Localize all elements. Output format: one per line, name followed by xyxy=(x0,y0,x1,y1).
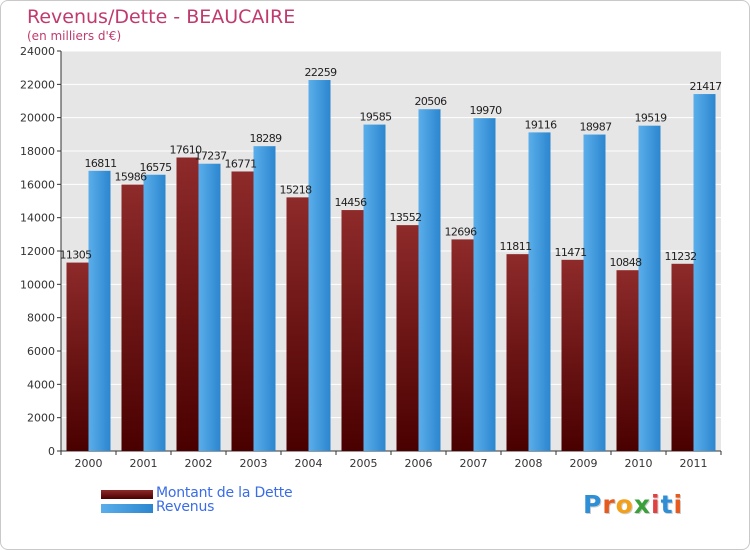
bar-dette xyxy=(66,262,89,451)
data-label-revenus: 16575 xyxy=(140,161,173,174)
brand-logo-letter: i xyxy=(673,490,684,519)
brand-logo-letter: P xyxy=(583,490,603,519)
x-tick-label: 2007 xyxy=(460,457,488,470)
data-label-dette: 11471 xyxy=(555,246,587,259)
x-tick-label: 2008 xyxy=(515,457,543,470)
brand-logo-letter: x xyxy=(633,490,651,519)
brand-logo-letter: i xyxy=(651,490,661,519)
data-label-dette: 11811 xyxy=(500,240,532,253)
x-tick-label: 2001 xyxy=(130,457,158,470)
bar-dette xyxy=(396,225,419,451)
bar-dette xyxy=(616,270,639,451)
data-label-dette: 15218 xyxy=(280,183,313,196)
bar-revenus xyxy=(693,94,716,452)
data-label-dette: 11305 xyxy=(60,249,93,262)
bar-dette xyxy=(121,184,144,452)
y-tick-label: 22000 xyxy=(20,78,55,91)
y-tick-label: 10000 xyxy=(20,278,55,291)
data-label-dette: 14456 xyxy=(335,196,368,209)
y-tick-label: 8000 xyxy=(27,312,55,325)
y-tick-label: 20000 xyxy=(20,112,55,125)
chart-title: Revenus/Dette - BEAUCAIRE xyxy=(27,6,296,28)
x-tick-label: 2003 xyxy=(240,457,268,470)
y-tick-label: 2000 xyxy=(27,412,55,425)
brand-logo-letter: o xyxy=(615,490,634,519)
brand-logo: Proxiti xyxy=(583,490,683,519)
bar-dette xyxy=(176,157,199,451)
bar-revenus xyxy=(473,118,496,452)
data-label-dette: 13552 xyxy=(390,211,422,224)
data-label-revenus: 19116 xyxy=(525,118,558,131)
data-label-revenus: 18987 xyxy=(580,121,613,134)
y-tick-label: 18000 xyxy=(20,145,55,158)
bar-revenus xyxy=(143,174,166,451)
legend-label-revenus: Revenus xyxy=(156,499,215,515)
data-label-revenus: 17237 xyxy=(195,150,228,163)
bar-revenus xyxy=(88,170,111,452)
y-tick-label: 12000 xyxy=(20,245,55,258)
y-tick-label: 0 xyxy=(48,445,55,458)
data-label-dette: 17610 xyxy=(170,144,203,157)
chart-subtitle: (en milliers d'€) xyxy=(27,29,122,43)
bar-revenus xyxy=(253,146,276,451)
bar-revenus xyxy=(363,124,386,451)
bar-revenus xyxy=(308,80,331,452)
y-tick-label: 24000 xyxy=(20,45,55,58)
bar-revenus xyxy=(418,109,441,451)
data-label-revenus: 21417 xyxy=(690,80,723,93)
x-tick-label: 2005 xyxy=(350,457,378,470)
data-label-revenus: 19970 xyxy=(470,104,503,117)
x-tick-label: 2010 xyxy=(625,457,653,470)
bar-revenus xyxy=(198,163,221,451)
data-label-revenus: 16811 xyxy=(85,157,117,170)
x-tick-label: 2004 xyxy=(295,457,323,470)
bar-dette xyxy=(506,254,529,451)
legend-swatch-dette xyxy=(101,490,153,499)
bar-revenus xyxy=(638,125,661,451)
x-tick-label: 2011 xyxy=(680,457,708,470)
bar-dette xyxy=(286,197,309,451)
legend-swatch-revenus xyxy=(101,504,153,513)
y-tick-label: 4000 xyxy=(27,378,55,391)
data-label-revenus: 19519 xyxy=(635,112,668,125)
brand-logo-letter: t xyxy=(660,490,674,519)
brand-logo-letter: r xyxy=(602,490,616,519)
data-label-dette: 11232 xyxy=(665,250,697,263)
bar-dette xyxy=(341,210,364,451)
data-label-dette: 15986 xyxy=(115,171,148,184)
data-label-dette: 16771 xyxy=(225,157,257,170)
y-tick-label: 16000 xyxy=(20,178,55,191)
bar-dette xyxy=(231,171,254,451)
x-tick-label: 2006 xyxy=(405,457,433,470)
data-label-revenus: 22259 xyxy=(305,66,338,79)
bar-revenus xyxy=(528,132,551,451)
data-label-revenus: 18289 xyxy=(250,132,283,145)
data-label-revenus: 20506 xyxy=(415,95,448,108)
y-tick-label: 14000 xyxy=(20,212,55,225)
data-label-dette: 12696 xyxy=(445,225,478,238)
bar-revenus xyxy=(583,134,606,452)
bar-dette xyxy=(451,239,474,451)
x-tick-label: 2009 xyxy=(570,457,598,470)
data-label-dette: 10848 xyxy=(610,256,643,269)
x-tick-label: 2000 xyxy=(75,457,103,470)
data-label-revenus: 19585 xyxy=(360,111,393,124)
bar-dette xyxy=(671,263,694,451)
y-tick-label: 6000 xyxy=(27,345,55,358)
bar-dette xyxy=(561,259,584,451)
legend-label-dette: Montant de la Dette xyxy=(156,485,293,501)
x-tick-label: 2002 xyxy=(185,457,213,470)
